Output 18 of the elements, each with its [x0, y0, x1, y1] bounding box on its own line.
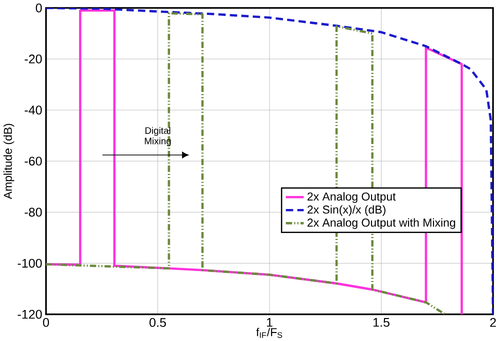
- x-tick-label: 0.5: [150, 318, 166, 327]
- x-tick-label: 2: [490, 318, 496, 327]
- legend-label: 2x Analog Output with Mixing: [308, 218, 456, 229]
- x-tick-label: 1: [266, 318, 272, 326]
- x-tick-label: 0: [43, 318, 50, 327]
- y-tick-label: -60: [24, 156, 42, 166]
- y-tick-label: -80: [24, 208, 42, 216]
- y-tick-label: -100: [18, 258, 42, 268]
- y-tick-label: -20: [24, 54, 42, 64]
- x-tick-label: 1.5: [374, 318, 390, 327]
- y-tick-label: -40: [24, 105, 42, 114]
- legend-label: 2x Sin(x)/x (dB): [308, 205, 386, 216]
- y-axis-title: Amplitude (dB): [3, 124, 14, 199]
- legend-label: 2x Analog Output: [308, 192, 396, 203]
- annotation: Digital Mixing: [144, 126, 171, 146]
- y-tick-label: 0: [36, 3, 42, 12]
- y-tick-label: -120: [18, 310, 42, 319]
- x-axis-title: f$_{IF}$/F$_{S}$: [256, 328, 282, 338]
